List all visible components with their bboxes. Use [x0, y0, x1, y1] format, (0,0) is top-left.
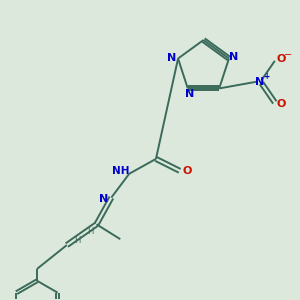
Text: H: H — [87, 227, 94, 236]
Text: +: + — [263, 72, 270, 81]
Text: NH: NH — [112, 166, 129, 176]
Text: O: O — [182, 166, 192, 176]
Text: N: N — [184, 89, 194, 99]
Text: N: N — [229, 52, 238, 62]
Text: O: O — [276, 99, 286, 109]
Text: O: O — [276, 54, 286, 64]
Text: N: N — [255, 76, 265, 87]
Text: N: N — [99, 194, 109, 204]
Text: −: − — [284, 50, 292, 60]
Text: N: N — [167, 52, 177, 63]
Text: H: H — [74, 236, 80, 245]
